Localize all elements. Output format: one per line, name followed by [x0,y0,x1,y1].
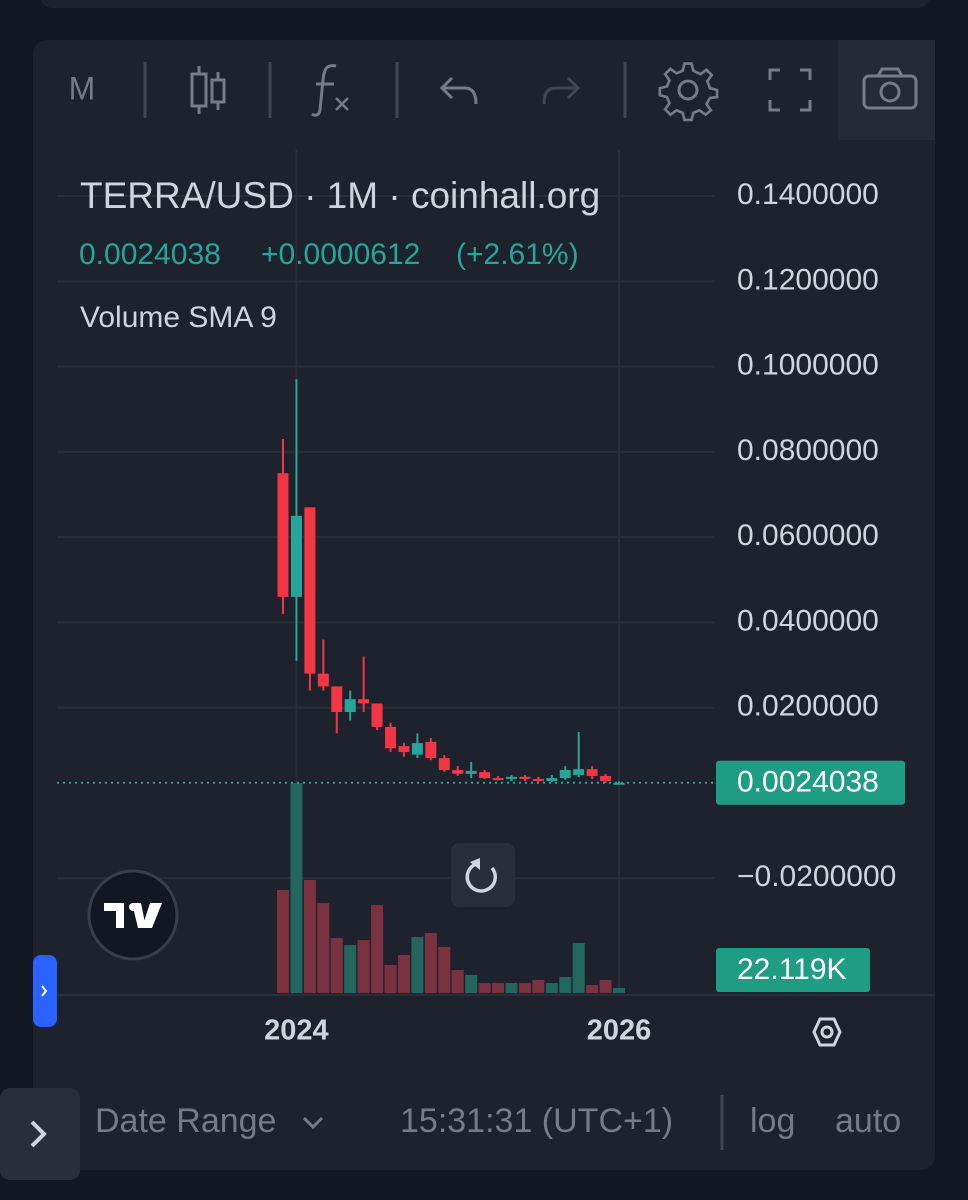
candle-body [505,776,517,779]
y-tick-label: 0.0400000 [737,604,879,637]
volume-bar [545,983,558,993]
volume-bar [613,988,625,993]
candle-body [546,778,558,782]
volume-bar [303,880,316,993]
expand-tab[interactable] [0,1088,80,1180]
volume-bar [559,976,572,993]
candle-body [344,699,356,712]
y-tick-label: 0.0200000 [737,690,879,723]
candle-body [371,703,383,727]
candle-body [586,769,598,776]
candle-body [452,769,464,774]
chart-type-button[interactable] [190,66,226,114]
candle-body [600,775,612,782]
candle-body [398,746,410,753]
tradingview-logo[interactable] [87,869,179,961]
last-price-box [716,760,905,805]
dropdown-icon [302,1116,324,1130]
candle-body [532,778,544,782]
undo-button[interactable] [439,76,478,105]
y-tick-label: 0.1000000 [737,349,879,382]
volume-label: 22.119K [737,953,847,986]
candle-body [425,741,437,759]
chart-panel [33,40,935,1170]
volume-bar [532,979,545,993]
volume-bar [277,889,289,993]
camera-bg [838,40,935,140]
clock: 15:31:31 (UTC+1) [400,1102,673,1140]
candle-body [613,782,625,785]
volume-bar [357,940,370,993]
y-tick-label: −0.0200000 [737,860,896,893]
log-button[interactable]: log [750,1102,795,1140]
x-tick-label: 2026 [587,1015,652,1047]
candle-body [277,473,289,597]
candle-body [492,778,504,781]
candle-body [331,686,343,712]
candle-body [559,769,571,779]
y-tick-label: 0.1200000 [737,263,879,296]
y-tick-label: 0.0600000 [737,519,879,552]
reset-button[interactable] [451,843,515,907]
candle-body [317,673,329,687]
volume-bar [371,905,384,993]
fullscreen-button[interactable] [768,68,812,112]
volume-bar [451,969,464,993]
candle-body [385,726,397,749]
toolbar: M [69,40,935,140]
chart-title: TERRA/USD · 1M · coinhall.org [80,175,600,216]
candle-body [465,770,477,774]
candle-body [573,769,585,776]
indicators-button[interactable] [311,64,349,117]
candle-body [358,699,370,704]
y-tick-label: 0.1400000 [737,178,879,211]
candle-body [304,507,316,674]
settings-button[interactable] [658,62,719,122]
volume-bar [317,903,330,993]
last-price-label: 0.0024038 [737,766,879,799]
interval-button[interactable]: M [69,70,96,106]
auto-button[interactable]: auto [835,1102,901,1140]
price-change-percent: (+2.61%) [456,238,579,271]
indicator-label: Volume SMA 9 [80,301,277,334]
plot: 0.1400000 0.1200000 0.1000000 0.0800000 0.06… [57,150,935,1047]
volume-bar [478,983,491,993]
volume-bar [465,974,478,993]
x-tick-label: 2024 [264,1015,329,1047]
volume-bar [599,979,612,993]
volume-bar [492,983,505,993]
price-change: +0.0000612 [261,238,420,271]
side-tab-icon [41,985,48,997]
candle-body [438,758,450,770]
volume-bar [290,783,303,993]
redo-button[interactable] [542,76,581,105]
volume-bar [586,985,599,993]
candle-body [519,776,531,779]
volume-bar [411,936,424,993]
volume-bar [438,946,451,993]
volume-box [716,948,870,992]
top-panel [40,0,930,8]
date-range-button[interactable]: Date Range [95,1102,276,1140]
volume-bar [344,945,357,993]
volume-bar [572,943,585,993]
expand-icon [30,1120,47,1148]
volume-bar [330,938,343,993]
candle-body [290,515,302,597]
candle-body [479,772,491,779]
y-tick-label: 0.0800000 [737,434,879,467]
last-price: 0.0024038 [79,238,221,271]
volume-bar [505,983,518,993]
volume-bar [397,955,410,993]
screenshot-button[interactable] [862,67,918,110]
candle-body [411,743,423,755]
axis-settings-button[interactable] [812,1017,842,1047]
volume-bar [518,983,531,993]
volume-bar [384,964,397,993]
volume-bar [424,933,437,993]
